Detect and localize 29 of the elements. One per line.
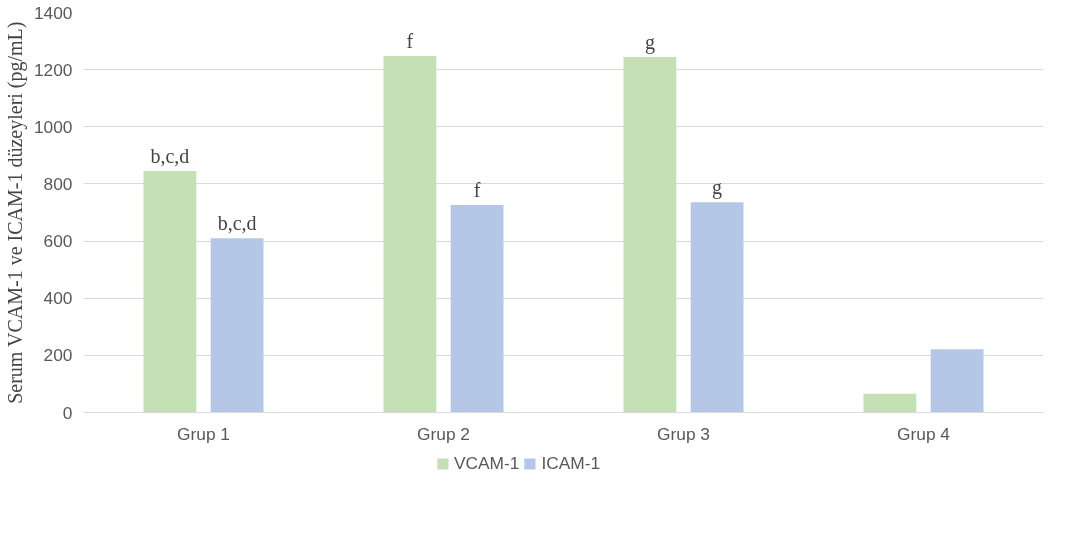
data-label: b,c,d bbox=[217, 212, 257, 235]
y-axis-title: Serum VCAM-1 ve ICAM-1 düzeyleri (pg/mL) bbox=[3, 21, 27, 404]
x-tick-label: Grup 3 bbox=[657, 423, 710, 444]
data-label: g bbox=[644, 31, 655, 55]
x-tick-label: Grup 4 bbox=[897, 423, 951, 444]
data-label: b,c,d bbox=[150, 145, 190, 168]
bar bbox=[450, 205, 504, 413]
bar bbox=[863, 393, 917, 413]
y-tick-label: 200 bbox=[43, 345, 73, 366]
y-tick-label: 600 bbox=[43, 231, 73, 252]
data-label: g bbox=[712, 176, 723, 200]
y-tick-label: 1000 bbox=[33, 116, 73, 137]
bar bbox=[210, 238, 264, 413]
y-tick-label: 1400 bbox=[33, 2, 73, 23]
x-tick-label: Grup 2 bbox=[417, 423, 470, 444]
legend-label: VCAM-1 bbox=[453, 452, 520, 474]
bar bbox=[623, 57, 677, 413]
data-label: f bbox=[473, 179, 481, 202]
x-tick-label: Grup 1 bbox=[177, 423, 230, 444]
y-tick-label: 800 bbox=[43, 173, 73, 194]
bar bbox=[383, 55, 437, 413]
data-label: f bbox=[406, 29, 414, 52]
bar bbox=[690, 202, 744, 413]
y-tick-label: 1200 bbox=[33, 59, 73, 80]
legend-label: ICAM-1 bbox=[541, 452, 601, 474]
y-tick-label: 400 bbox=[43, 288, 73, 309]
bar bbox=[930, 349, 984, 413]
y-tick-label: 0 bbox=[62, 402, 73, 423]
bar bbox=[143, 171, 197, 413]
